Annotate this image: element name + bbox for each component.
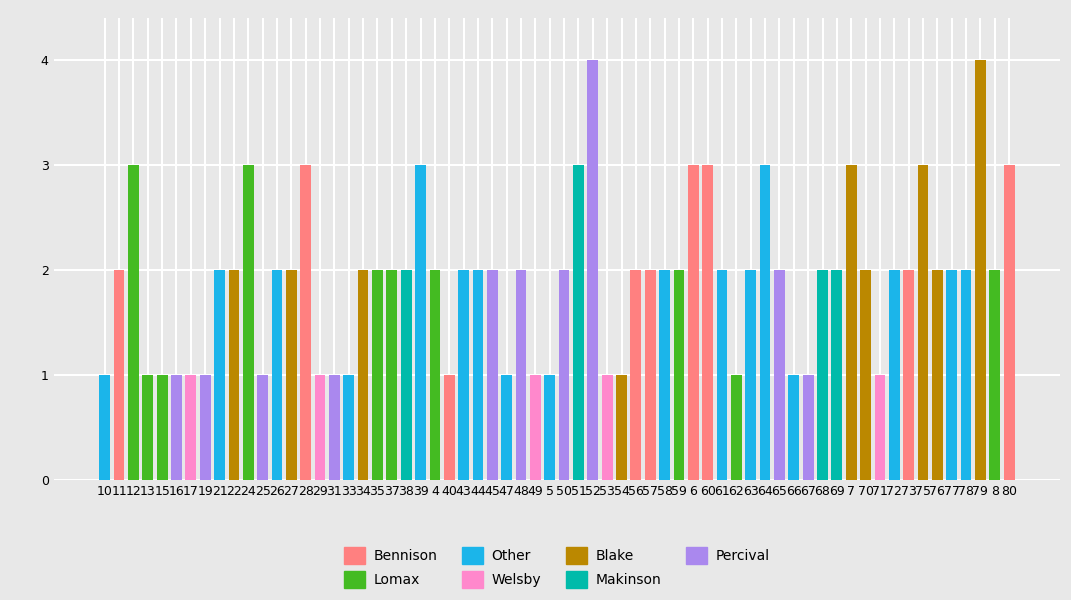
Bar (688, 165, 698, 480)
Bar (674, 270, 684, 480)
Bar (860, 270, 871, 480)
Bar (803, 375, 814, 480)
Bar (602, 375, 613, 480)
Bar (731, 375, 742, 480)
Bar (214, 270, 225, 480)
Bar (286, 270, 297, 480)
Bar (429, 270, 440, 480)
Bar (458, 270, 469, 480)
Bar (788, 375, 799, 480)
Bar (171, 375, 182, 480)
Bar (559, 270, 570, 480)
Bar (903, 270, 914, 480)
Bar (515, 270, 527, 480)
Bar (185, 375, 196, 480)
Bar (975, 60, 985, 480)
Bar (616, 375, 627, 480)
Legend: Bennison, Lomax, Other, Welsby, Blake, Makinson, Percival: Bennison, Lomax, Other, Welsby, Blake, M… (338, 541, 775, 593)
Bar (329, 375, 340, 480)
Bar (315, 375, 326, 480)
Bar (645, 270, 655, 480)
Bar (961, 270, 971, 480)
Bar (918, 165, 929, 480)
Bar (358, 270, 368, 480)
Bar (573, 165, 584, 480)
Bar (257, 375, 268, 480)
Bar (831, 270, 842, 480)
Bar (416, 165, 426, 480)
Bar (660, 270, 670, 480)
Bar (932, 270, 942, 480)
Bar (875, 375, 886, 480)
Bar (990, 270, 1000, 480)
Bar (759, 165, 770, 480)
Bar (100, 375, 110, 480)
Bar (387, 270, 397, 480)
Bar (200, 375, 211, 480)
Bar (889, 270, 900, 480)
Bar (228, 270, 239, 480)
Bar (587, 60, 599, 480)
Bar (300, 165, 311, 480)
Bar (472, 270, 483, 480)
Bar (716, 270, 727, 480)
Bar (129, 165, 139, 480)
Bar (272, 270, 283, 480)
Bar (372, 270, 382, 480)
Bar (344, 375, 355, 480)
Bar (401, 270, 411, 480)
Bar (501, 375, 512, 480)
Bar (544, 375, 555, 480)
Bar (156, 375, 167, 480)
Bar (947, 270, 957, 480)
Bar (774, 270, 785, 480)
Bar (631, 270, 642, 480)
Bar (114, 270, 124, 480)
Bar (142, 375, 153, 480)
Bar (530, 375, 541, 480)
Bar (443, 375, 454, 480)
Bar (487, 270, 498, 480)
Bar (846, 165, 857, 480)
Bar (703, 165, 713, 480)
Bar (1004, 165, 1014, 480)
Bar (745, 270, 756, 480)
Bar (243, 165, 254, 480)
Bar (817, 270, 828, 480)
